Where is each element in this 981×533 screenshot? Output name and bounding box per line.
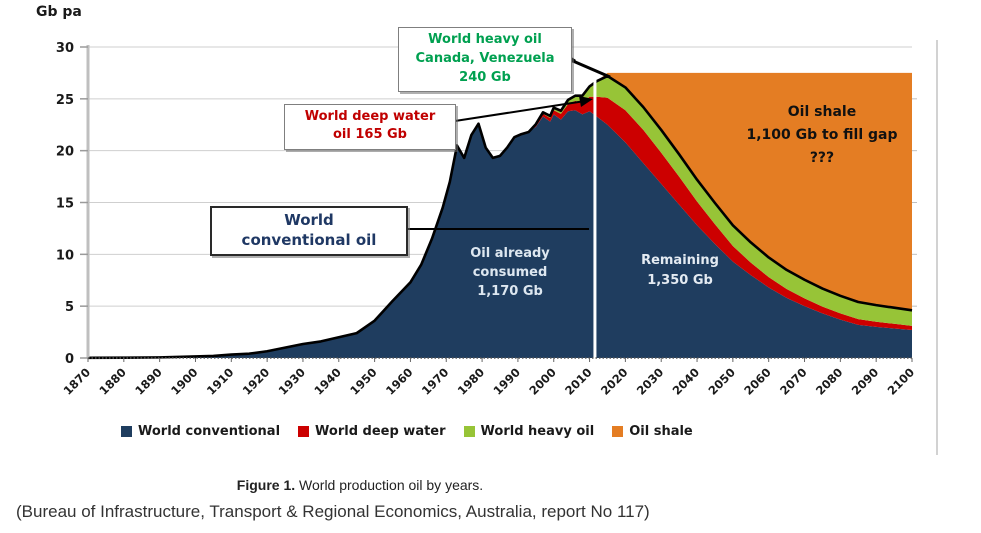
deep-water-arrowhead-icon [579, 96, 593, 107]
x-tick-label: 1950 [347, 365, 380, 398]
conventional-callout-line2: conventional oil [241, 231, 377, 249]
deep-water-callout-line1: World deep water [304, 109, 436, 124]
legend-label-conventional: World conventional [138, 424, 281, 439]
oil-shale-area-label: Oil shale 1,100 Gb to fill gap ??? [728, 101, 916, 170]
figure-caption-text: World production oil by years. [295, 477, 484, 493]
y-tick-label: 20 [56, 145, 74, 160]
x-tick-label: 1960 [383, 365, 416, 398]
chart-legend: World conventional World deep water Worl… [121, 424, 693, 439]
x-tick-label: 2000 [526, 365, 559, 398]
consumed-line3: 1,170 Gb [477, 284, 543, 299]
area-0 [88, 110, 912, 358]
deep-water-connector [454, 100, 586, 122]
heavy-oil-callout-line3: 240 Gb [459, 70, 511, 85]
x-tick-label: 1910 [204, 365, 237, 398]
legend-label-deep-water: World deep water [315, 424, 446, 439]
x-tick-label: 2090 [849, 365, 882, 398]
y-tick-label: 5 [65, 300, 74, 315]
x-tick-label: 1970 [419, 365, 452, 398]
remaining-line1: Remaining [641, 253, 719, 268]
x-tick-label: 2010 [562, 365, 595, 398]
x-tick-label: 2020 [598, 365, 631, 398]
conventional-swatch-icon [121, 426, 132, 437]
consumed-line2: consumed [472, 265, 548, 280]
y-axis-unit-label: Gb pa [36, 4, 82, 20]
legend-item-deep-water: World deep water [298, 424, 446, 439]
x-tick-label: 2050 [705, 365, 738, 398]
oil-shale-line2: 1,100 Gb to fill gap [746, 127, 898, 143]
oil-shale-line3: ??? [809, 150, 835, 166]
conventional-callout-box: World conventional oil [210, 206, 408, 256]
y-tick-label: 30 [56, 41, 74, 56]
x-tick-label: 1870 [61, 365, 94, 398]
y-tick-label: 10 [56, 248, 74, 263]
heavy-oil-callout-line2: Canada, Venezuela [415, 51, 555, 66]
source-citation: (Bureau of Infrastructure, Transport & R… [16, 502, 650, 521]
oil-chart-svg: 0 5 10 15 20 25 30 1870 1880 1890 1900 1910 1920 1930… [56, 40, 938, 455]
consumed-area-label: Oil already consumed 1,170 Gb [443, 244, 577, 301]
deep-water-swatch-icon [298, 426, 310, 437]
x-tick-label: 2080 [813, 365, 846, 398]
figure-caption-prefix: Figure 1. [236, 477, 296, 493]
legend-item-conventional: World conventional [121, 424, 280, 439]
heavy-oil-swatch-icon [463, 426, 475, 437]
x-tick-label: 1980 [455, 365, 488, 398]
consumed-line1: Oil already [470, 246, 550, 261]
x-tick-label: 1940 [311, 365, 344, 398]
x-tick-label: 1930 [276, 365, 309, 398]
conventional-callout-line1: World [284, 211, 334, 229]
y-tick-label: 15 [56, 197, 74, 212]
legend-label-heavy-oil: World heavy oil [480, 424, 595, 439]
x-tick-label: 2100 [885, 365, 918, 398]
x-tick-label: 1990 [490, 365, 523, 398]
x-tick-label: 2030 [634, 365, 667, 398]
area-3 [88, 72, 912, 358]
x-tick-label: 2040 [670, 365, 703, 398]
oil-shale-line1: Oil shale [787, 104, 857, 120]
x-tick-label: 1890 [132, 365, 165, 398]
legend-item-oil-shale: Oil shale [612, 424, 693, 439]
x-tick-label: 2070 [777, 365, 810, 398]
x-tick-label: 1920 [240, 365, 273, 398]
x-tick-label: 1880 [96, 365, 129, 398]
heavy-oil-callout-box: World heavy oil Canada, Venezuela 240 Gb [398, 27, 572, 92]
legend-item-heavy-oil: World heavy oil [463, 424, 595, 439]
y-tick-label: 25 [56, 93, 74, 108]
oil-shale-swatch-icon [612, 426, 624, 437]
figure-caption: Figure 1. World production oil by years. [155, 477, 565, 493]
legend-label-oil-shale: Oil shale [629, 424, 693, 439]
remaining-line2: 1,350 Gb [647, 273, 713, 288]
deep-water-callout-box: World deep water oil 165 Gb [284, 104, 456, 150]
y-tick-label: 0 [65, 352, 74, 367]
x-tick-label: 1900 [168, 365, 201, 398]
x-tick-label: 2060 [741, 365, 774, 398]
heavy-oil-callout-line1: World heavy oil [428, 32, 542, 47]
total-outline [87, 74, 913, 360]
remaining-area-label: Remaining 1,350 Gb [613, 251, 747, 291]
deep-water-callout-line2: oil 165 Gb [332, 127, 407, 142]
